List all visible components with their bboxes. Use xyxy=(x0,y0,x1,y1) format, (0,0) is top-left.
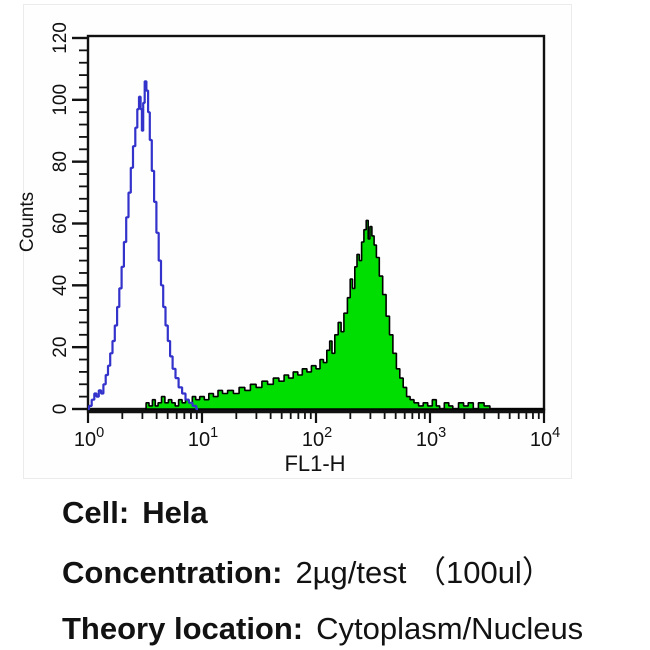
y-tick-label: 20 xyxy=(50,337,71,358)
y-axis-ticks: 0 20 40 60 80 100 120 xyxy=(50,22,87,414)
x-tick-label: 100 xyxy=(74,425,104,451)
y-tick-label: 60 xyxy=(50,213,71,234)
series-group xyxy=(88,80,544,411)
histogram-chart: 0 20 40 60 80 100 120 100 101 102 103 104 Counts F… xyxy=(17,22,560,476)
concentration-label: Concentration: xyxy=(62,555,283,590)
x-axis-title: FL1-H xyxy=(284,451,345,476)
y-tick-label: 40 xyxy=(50,275,71,296)
theory-location-label: Theory location: xyxy=(62,611,304,646)
cell-label: Cell: xyxy=(62,495,130,530)
concentration-value: 2µg/test （100ul） xyxy=(295,555,553,590)
x-axis-ticks: 100 101 102 103 104 xyxy=(74,413,560,451)
y-tick-label: 0 xyxy=(50,404,71,415)
cell-value: Hela xyxy=(142,495,208,530)
y-tick-label: 80 xyxy=(50,151,71,172)
x-tick-label: 103 xyxy=(416,425,446,451)
y-axis-title: Counts xyxy=(17,192,38,252)
info-line-cell: Cell: Hela xyxy=(62,495,208,530)
y-tick-label: 120 xyxy=(50,22,71,54)
y-tick-label: 100 xyxy=(50,84,71,116)
x-tick-label: 104 xyxy=(530,425,560,451)
x-tick-label: 102 xyxy=(302,425,332,451)
info-line-theory-location: Theory location: Cytoplasm/Nucleus xyxy=(62,611,584,646)
theory-location-value: Cytoplasm/Nucleus xyxy=(316,611,584,646)
info-line-concentration: Concentration: 2µg/test （100ul） xyxy=(62,555,553,590)
series-green-filled xyxy=(145,219,544,410)
series-blue-line xyxy=(88,80,198,411)
x-tick-label: 101 xyxy=(188,425,218,451)
